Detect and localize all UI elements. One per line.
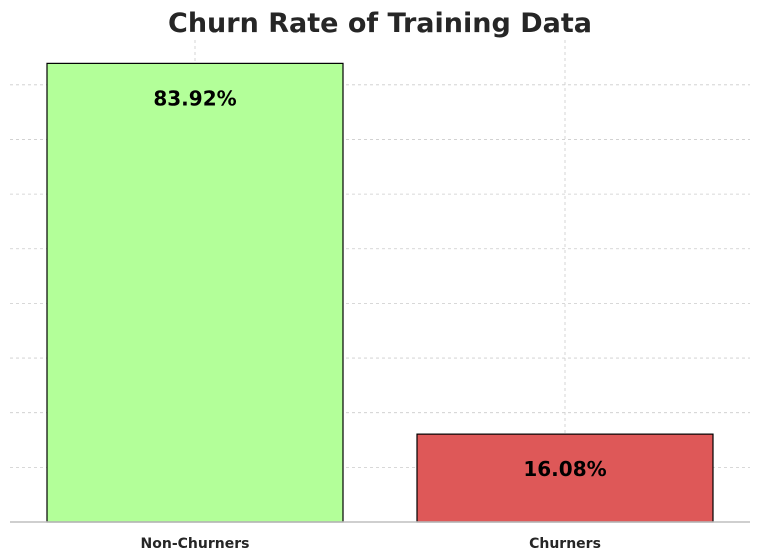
data-label: 16.08% <box>523 457 606 481</box>
x-tick-label: Non-Churners <box>141 536 250 552</box>
bar-non-churners <box>46 62 344 523</box>
chart-title: Churn Rate of Training Data <box>168 8 592 39</box>
x-tick-labels: Non-Churners Churners <box>141 536 601 552</box>
x-tick-label: Churners <box>529 536 601 552</box>
bar-churners <box>416 433 714 523</box>
bars <box>46 62 714 523</box>
data-label: 83.92% <box>153 86 236 110</box>
data-labels: 83.92% 16.08% <box>153 86 606 481</box>
